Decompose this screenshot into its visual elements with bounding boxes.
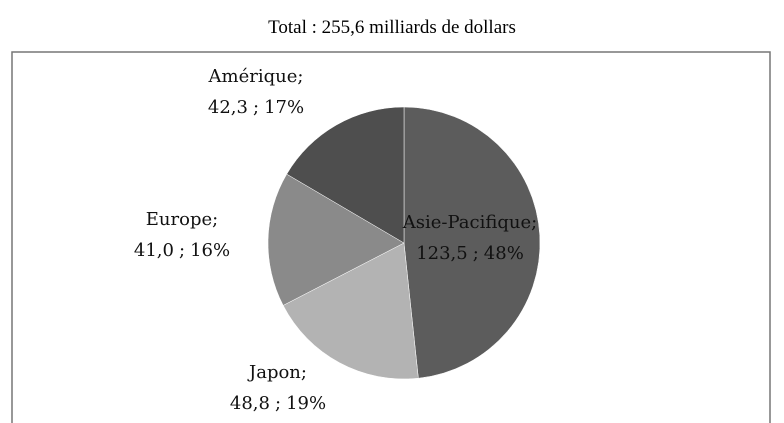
percent-label: 19%	[286, 393, 326, 414]
percent-label: 48%	[484, 243, 524, 264]
data-label: Europe;	[146, 209, 218, 230]
percent-label: 16%	[190, 240, 230, 261]
separator: ;	[297, 66, 303, 87]
category-name: Amérique	[208, 66, 298, 87]
value-label: 41,0	[134, 240, 174, 261]
category-name: Japon	[247, 362, 301, 383]
pie-slice	[286, 106, 405, 244]
data-label: 42,3; 17%	[208, 97, 304, 118]
chart-title: Total : 255,6 milliards de dollars	[268, 17, 516, 38]
separator: ;	[473, 243, 479, 264]
data-label: 48,8; 19%	[230, 393, 326, 414]
value-label: 123,5	[416, 243, 468, 264]
data-label: 123,5; 48%	[416, 243, 524, 264]
data-label: 41,0; 16%	[134, 240, 230, 261]
data-label: Japon;	[247, 362, 307, 383]
value-label: 48,8	[230, 393, 270, 414]
pie-slice	[282, 242, 419, 380]
category-name: Europe	[146, 209, 212, 230]
separator: ;	[179, 240, 185, 261]
pie-slice	[403, 106, 541, 379]
separator: ;	[275, 393, 281, 414]
percent-label: 17%	[264, 97, 304, 118]
category-name: Asie-Pacifique	[402, 212, 531, 233]
data-label: Asie-Pacifique;	[402, 212, 537, 233]
value-label: 42,3	[208, 97, 248, 118]
chart-frame	[11, 51, 771, 423]
data-label: Amérique;	[208, 66, 304, 87]
pie-slice	[267, 173, 405, 306]
separator: ;	[212, 209, 218, 230]
separator: ;	[531, 212, 537, 233]
separator: ;	[301, 362, 307, 383]
separator: ;	[253, 97, 259, 118]
